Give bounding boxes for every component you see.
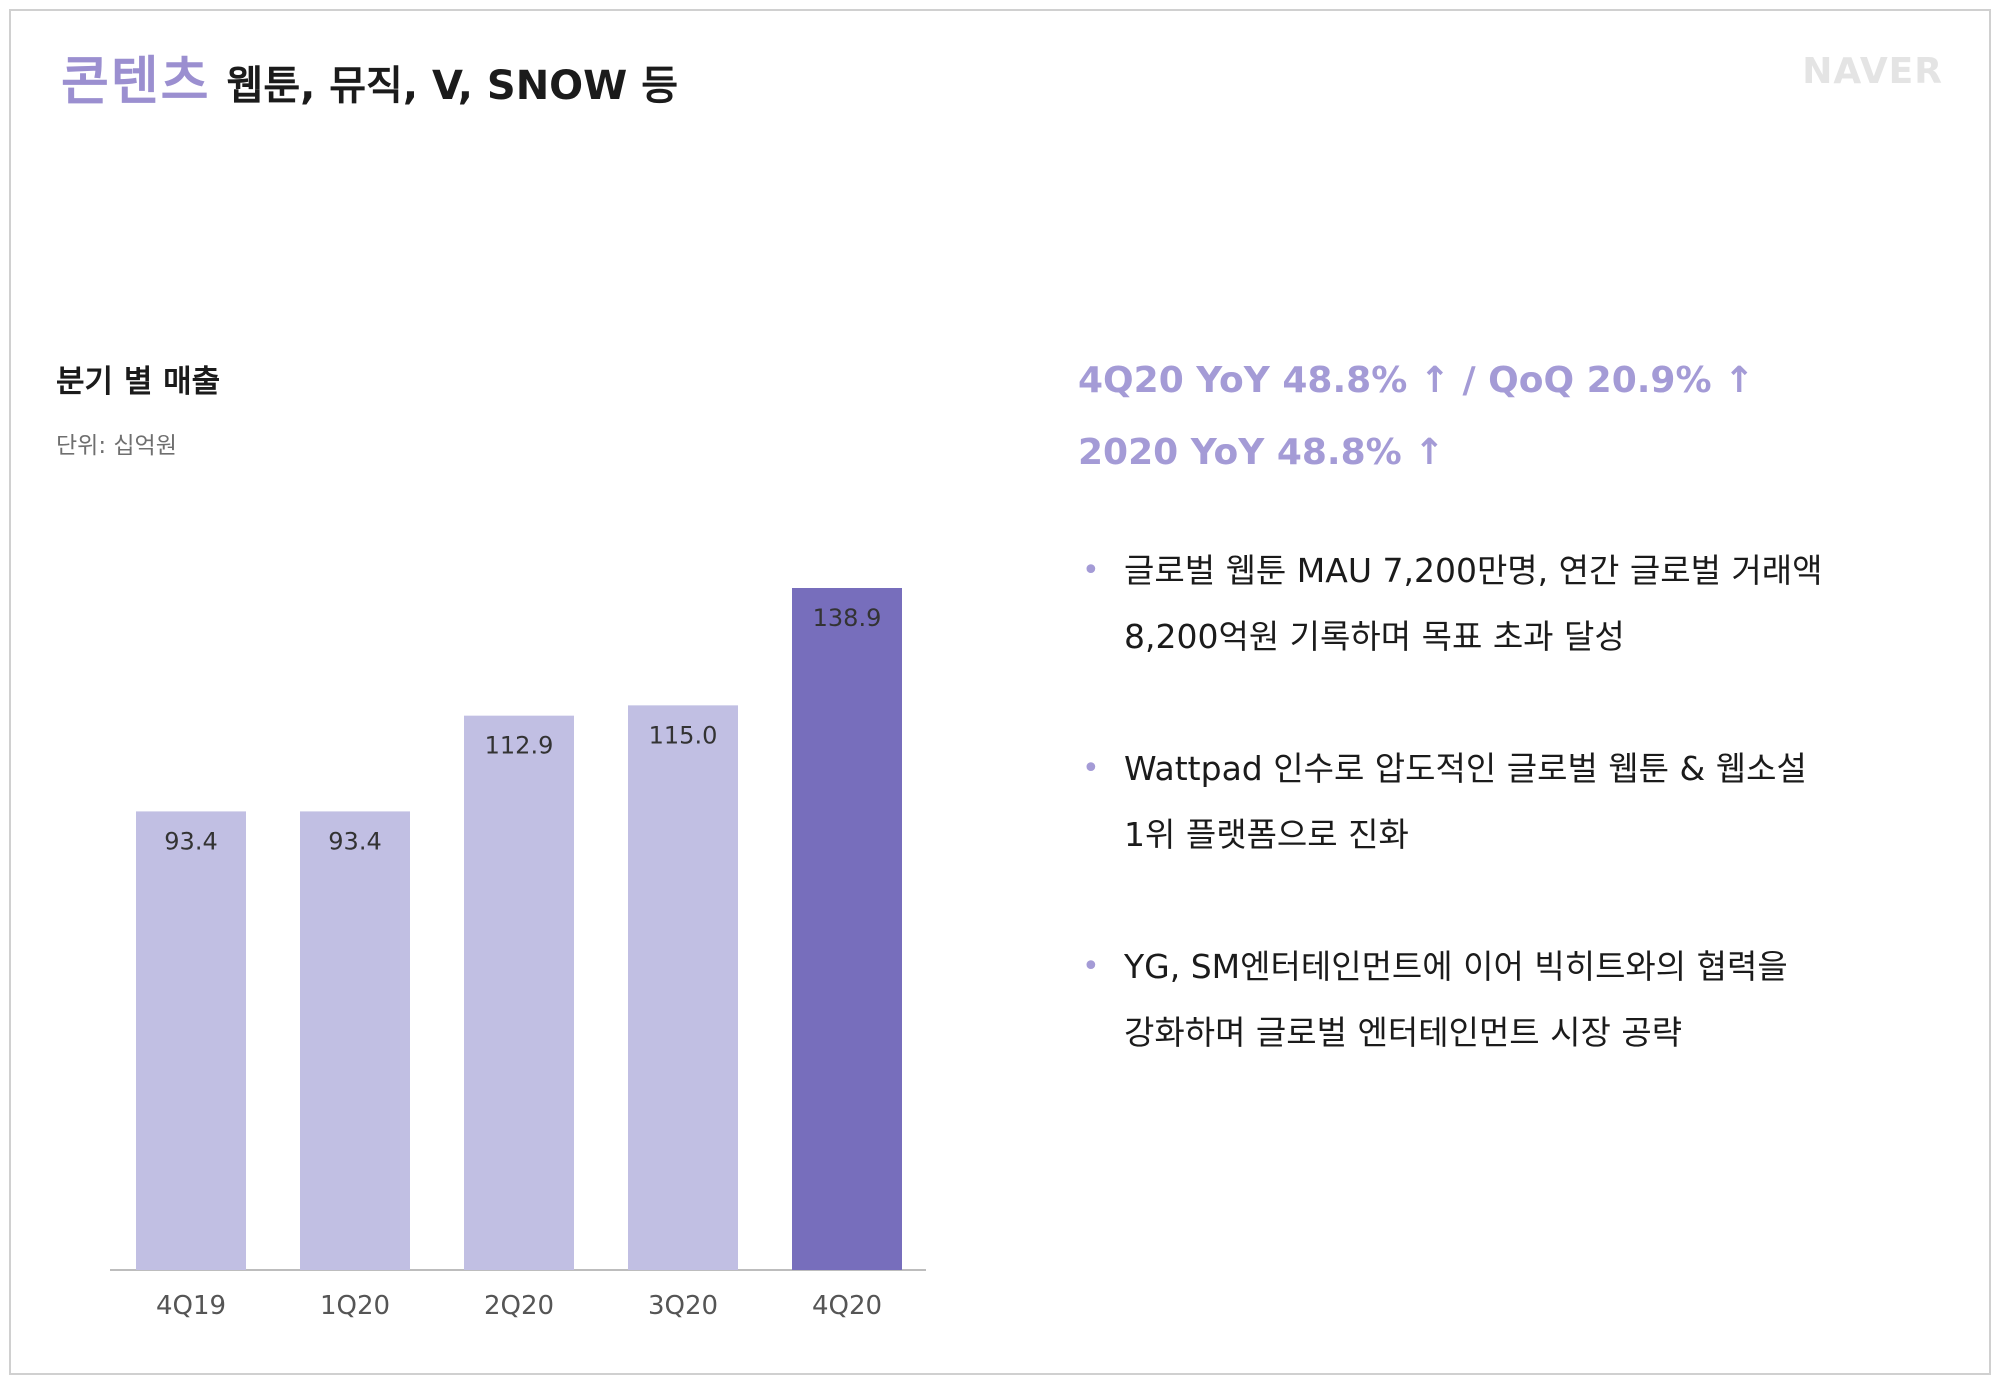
highlights-list: • 글로벌 웹툰 MAU 7,200만명, 연간 글로벌 거래액 8,200억원… bbox=[1078, 538, 1898, 1132]
highlight-item-webtoon-mau: • 글로벌 웹툰 MAU 7,200만명, 연간 글로벌 거래액 8,200억원… bbox=[1078, 538, 1898, 670]
highlight-line: 1위 플랫폼으로 진화 bbox=[1124, 815, 1409, 854]
x-tick-label: 2Q20 bbox=[484, 1291, 554, 1321]
x-tick-label: 3Q20 bbox=[648, 1291, 718, 1321]
highlight-line: Wattpad 인수로 압도적인 글로벌 웹툰 & 웹소설 bbox=[1124, 749, 1807, 788]
bar-1Q20 bbox=[300, 811, 410, 1270]
bar-value-label: 112.9 bbox=[485, 732, 554, 760]
x-tick-label: 1Q20 bbox=[320, 1291, 390, 1321]
kpi-year-growth: 2020 YoY 48.8% ↑ bbox=[1078, 432, 1445, 473]
bar-value-label: 115.0 bbox=[649, 721, 718, 749]
page-title: 콘텐츠 bbox=[61, 52, 211, 112]
kpi-quarter-growth: 4Q20 YoY 48.8% ↑ / QoQ 20.9% ↑ bbox=[1078, 360, 1755, 401]
chart-title: 분기 별 매출 bbox=[56, 364, 221, 400]
bar-2Q20 bbox=[464, 715, 574, 1270]
highlight-line: 강화하며 글로벌 엔터테인먼트 시장 공략 bbox=[1124, 1013, 1683, 1052]
highlight-line: YG, SM엔터테인먼트에 이어 빅히트와의 협력을 bbox=[1124, 947, 1788, 986]
chart-unit-label: 단위: 십억원 bbox=[56, 433, 177, 459]
revenue-bar-chart: 93.4 4Q19 93.4 1Q20 112.9 2Q20 115.0 3Q20 138.9 4… bbox=[110, 588, 926, 1321]
bar-4Q19 bbox=[136, 811, 246, 1270]
page-subtitle: 웹툰, 뮤직, V, SNOW 등 bbox=[226, 63, 679, 109]
highlight-line: 8,200억원 기록하며 목표 초과 달성 bbox=[1124, 617, 1625, 656]
highlight-item-entertainment: • YG, SM엔터테인먼트에 이어 빅히트와의 협력을 강화하며 글로벌 엔터… bbox=[1078, 934, 1898, 1066]
brand-logo: NAVER bbox=[1802, 51, 1943, 92]
highlight-line: 글로벌 웹툰 MAU 7,200만명, 연간 글로벌 거래액 bbox=[1124, 551, 1823, 590]
bullet-marker: • bbox=[1082, 751, 1100, 786]
highlight-item-wattpad: • Wattpad 인수로 압도적인 글로벌 웹툰 & 웹소설 1위 플랫폼으로… bbox=[1078, 736, 1898, 868]
bullet-marker: • bbox=[1082, 553, 1100, 588]
x-tick-label: 4Q20 bbox=[812, 1291, 882, 1321]
bullet-marker: • bbox=[1082, 949, 1100, 984]
bar-3Q20 bbox=[628, 705, 738, 1270]
bar-value-label: 138.9 bbox=[813, 604, 882, 632]
bar-4Q20 bbox=[792, 588, 902, 1270]
bar-value-label: 93.4 bbox=[328, 827, 381, 855]
bar-value-label: 93.4 bbox=[164, 827, 217, 855]
x-tick-label: 4Q19 bbox=[156, 1291, 226, 1321]
title-row: 콘텐츠 웹툰, 뮤직, V, SNOW 등 bbox=[61, 39, 678, 114]
